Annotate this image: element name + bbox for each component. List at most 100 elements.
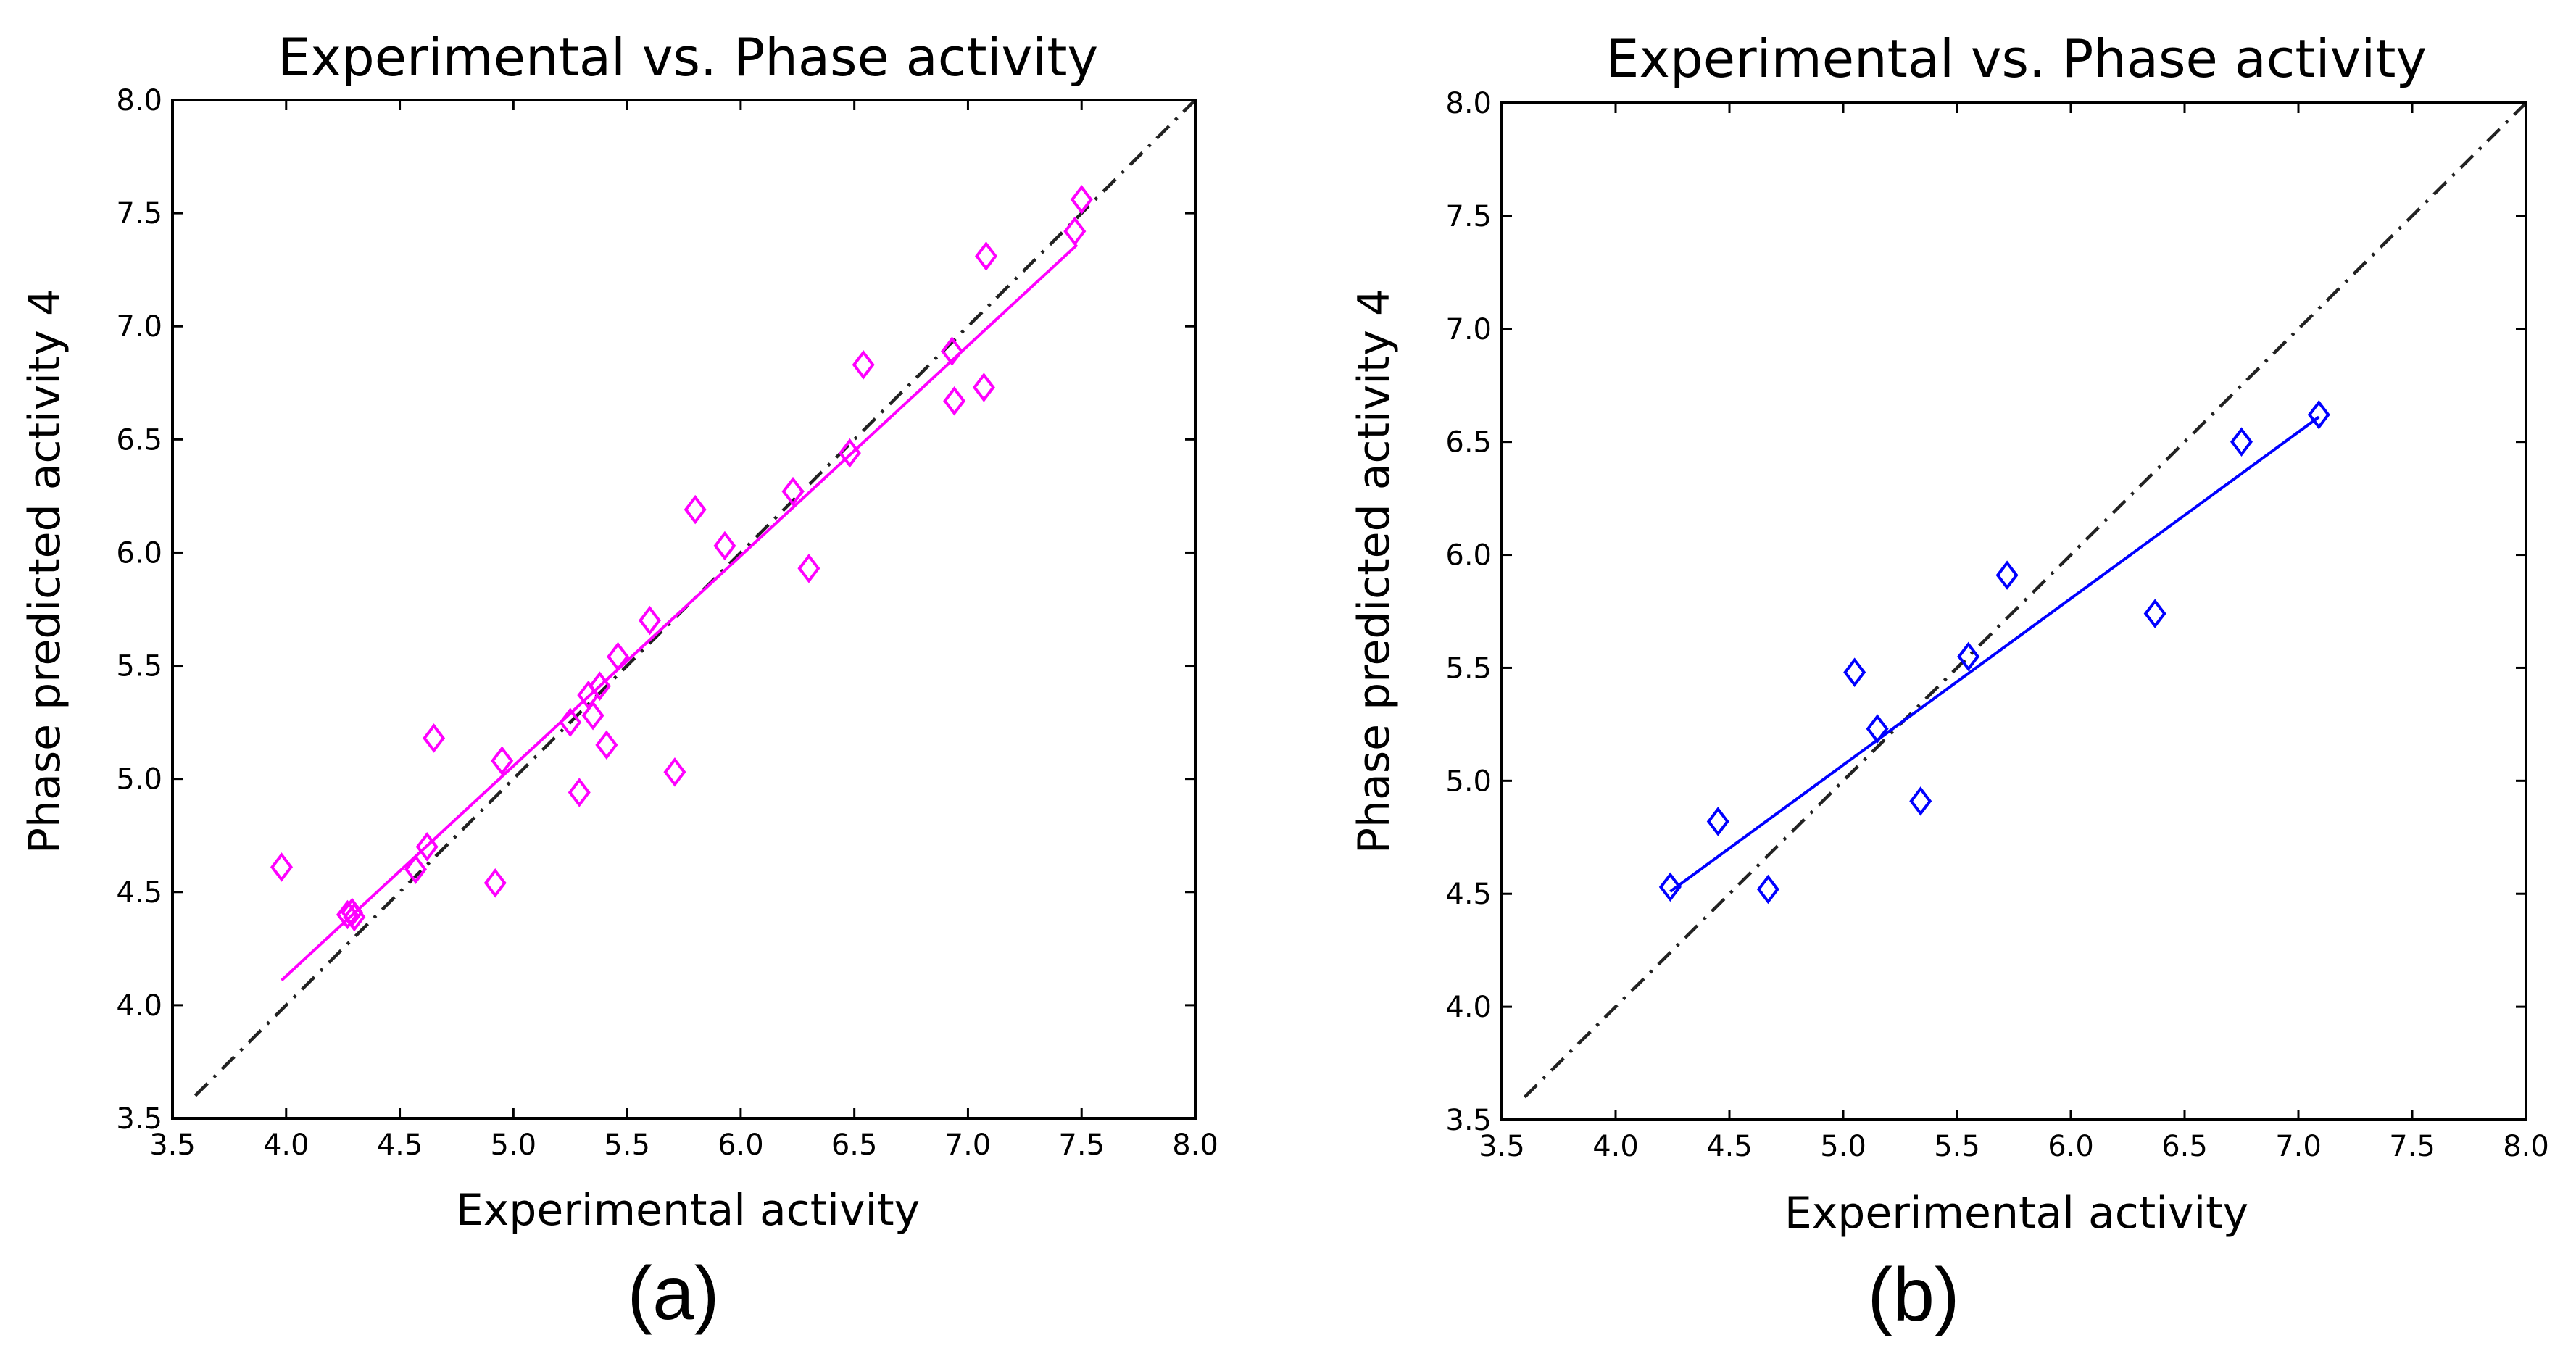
panel-a-data-point [975,241,998,271]
panel-a-data-point [595,730,618,760]
panel-b-y-tick-label: 3.5 [1445,1104,1492,1137]
panel-b-title: Experimental vs. Phase activity [1606,28,2427,89]
panel-b-x-tick-label: 5.0 [1820,1130,1866,1163]
panel-a-data-point [1063,216,1087,246]
panel-a-data-point [663,757,686,787]
panel-a-data-point [415,832,439,862]
panel-a-x-tick-label: 3.5 [149,1128,196,1162]
panel-b-x-tick-label: 7.0 [2275,1130,2322,1163]
panel-b-x-tick-label: 8.0 [2503,1130,2549,1163]
panel-b-y-tick-label: 5.5 [1445,652,1492,685]
panel-a-x-tick-label: 7.0 [945,1128,992,1162]
panel-a-data-point [559,707,582,737]
panel-a-y-tick-label: 8.0 [116,84,162,117]
panel-b-data-point [2230,427,2253,457]
panel-a-data-point [1070,185,1093,215]
panel-a-data-point [483,868,507,898]
panel-b-data-point [2307,399,2330,430]
panel-a-data-point [838,438,861,468]
panel-b-data-point [1756,874,1779,905]
panel-b-y-tick-label: 7.5 [1445,200,1492,233]
panel-b-x-tick-label: 3.5 [1479,1130,1525,1163]
panel-a-x-tick-label: 8.0 [1172,1128,1218,1162]
panel-b-x-axis-label: Experimental activity [1784,1188,2248,1239]
panel-a-data-point [336,899,359,930]
panel-a-y-tick-label: 4.5 [116,876,162,910]
panel-b-y-tick-label: 4.5 [1445,878,1492,911]
panel-b-y-tick-label: 7.0 [1445,313,1492,346]
panel-a-y-tick-label: 3.5 [116,1102,162,1136]
panel-a-data-point [423,723,446,753]
panel-a-data-point [343,902,366,932]
panel-a-y-axis-label: Phase predicted activity 4 [20,288,70,854]
panel-a-y-tick-label: 5.5 [116,650,162,683]
panel-a-data-point [638,605,661,636]
panel-b-y-tick-label: 5.0 [1445,765,1492,798]
panel-b-points [1658,399,2330,905]
panel-b-data-point [1957,641,1980,672]
panel-a-x-tick-label: 5.0 [491,1128,537,1162]
panel-a-plot-frame [171,99,1197,1120]
panel-b-data-point [1909,786,1932,816]
panel-b-y-axis-label: Phase predicted activity 4 [1349,288,1400,854]
panel-b-x-tick-label: 6.0 [2048,1130,2094,1163]
panel-a-chart: Experimental vs. Phase activity Experime… [20,27,1218,1336]
panel-a-x-tick-label: 4.5 [377,1128,423,1162]
panel-a-label: (a) [627,1252,719,1336]
panel-a-y-tick-label: 7.0 [116,310,162,344]
panel-a-data-point [781,476,805,507]
panel-a-data-point [491,746,514,775]
panel-a-data-point [588,671,612,701]
panel-a-data-point [797,554,820,583]
panel-b-y-tick-label: 6.5 [1445,426,1492,459]
panel-a-data-point [568,778,591,807]
panel-b-data-point [1866,714,1889,744]
panel-b-x-tick-label: 7.5 [2389,1130,2435,1163]
panel-a-points [270,185,1093,932]
panel-a-data-point [943,386,966,416]
panel-b-y-tick-label: 8.0 [1445,87,1492,120]
panel-b-plot-frame [1500,101,2527,1121]
panel-b-y-tick-label: 4.0 [1445,991,1492,1024]
panel-b-x-tick-label: 4.0 [1592,1130,1639,1163]
panel-a-y-tick-label: 6.0 [116,536,162,570]
panel-a-data-point [607,641,630,672]
panel-b-fit-line [1669,415,2320,893]
panel-a-ticks: 3.5 4.0 4.5 5.0 5.5 6.0 6.5 7.0 7.5 8.0 3.5 4.0 4.5 5… [116,84,1218,1162]
panel-a-data-point [972,373,995,402]
panel-a-y-tick-label: 7.5 [116,197,162,230]
panel-b-lines [1523,101,2527,1099]
panel-b-data-point [2143,599,2166,628]
panel-b-data-point [1843,657,1866,687]
panel-b-ticks: 3.5 4.0 4.5 5.0 5.5 6.0 6.5 7.0 7.5 8.0 3.5 4.0 4.5 5… [1445,87,2548,1163]
panel-a-title: Experimental vs. Phase activity [278,27,1098,88]
panel-a-x-tick-label: 7.5 [1058,1128,1105,1162]
panel-b-data-point [1706,807,1729,836]
panel-a-x-tick-label: 5.5 [604,1128,650,1162]
panel-a-data-point [270,852,294,882]
panel-a-y-tick-label: 5.0 [116,763,162,797]
panel-a-y-tick-label: 4.0 [116,989,162,1023]
panel-b-x-tick-label: 5.5 [1934,1130,1980,1163]
panel-a-data-point [713,531,736,561]
panel-b-identity-line [1523,101,2527,1099]
panel-a-data-point [852,350,875,380]
panel-b-chart: Experimental vs. Phase activity Experime… [1349,28,2549,1337]
panel-b-x-tick-label: 6.5 [2161,1130,2208,1163]
panel-a-x-tick-label: 6.0 [718,1128,764,1162]
panel-b-data-point [1658,872,1682,902]
panel-a-data-point [404,854,428,884]
panel-a-x-tick-label: 6.5 [831,1128,878,1162]
panel-a-y-tick-label: 6.5 [116,423,162,457]
panel-a-data-point [581,700,604,731]
panel-b-label: (b) [1867,1253,1959,1337]
panel-b-x-tick-label: 4.5 [1706,1130,1753,1163]
panel-a-x-tick-label: 4.0 [263,1128,309,1162]
panel-a-data-point [940,336,964,366]
panel-b-data-point [1995,560,2019,590]
panel-a-data-point [684,494,707,525]
panel-a-x-axis-label: Experimental activity [456,1185,920,1236]
panel-b-y-tick-label: 6.0 [1445,539,1492,573]
